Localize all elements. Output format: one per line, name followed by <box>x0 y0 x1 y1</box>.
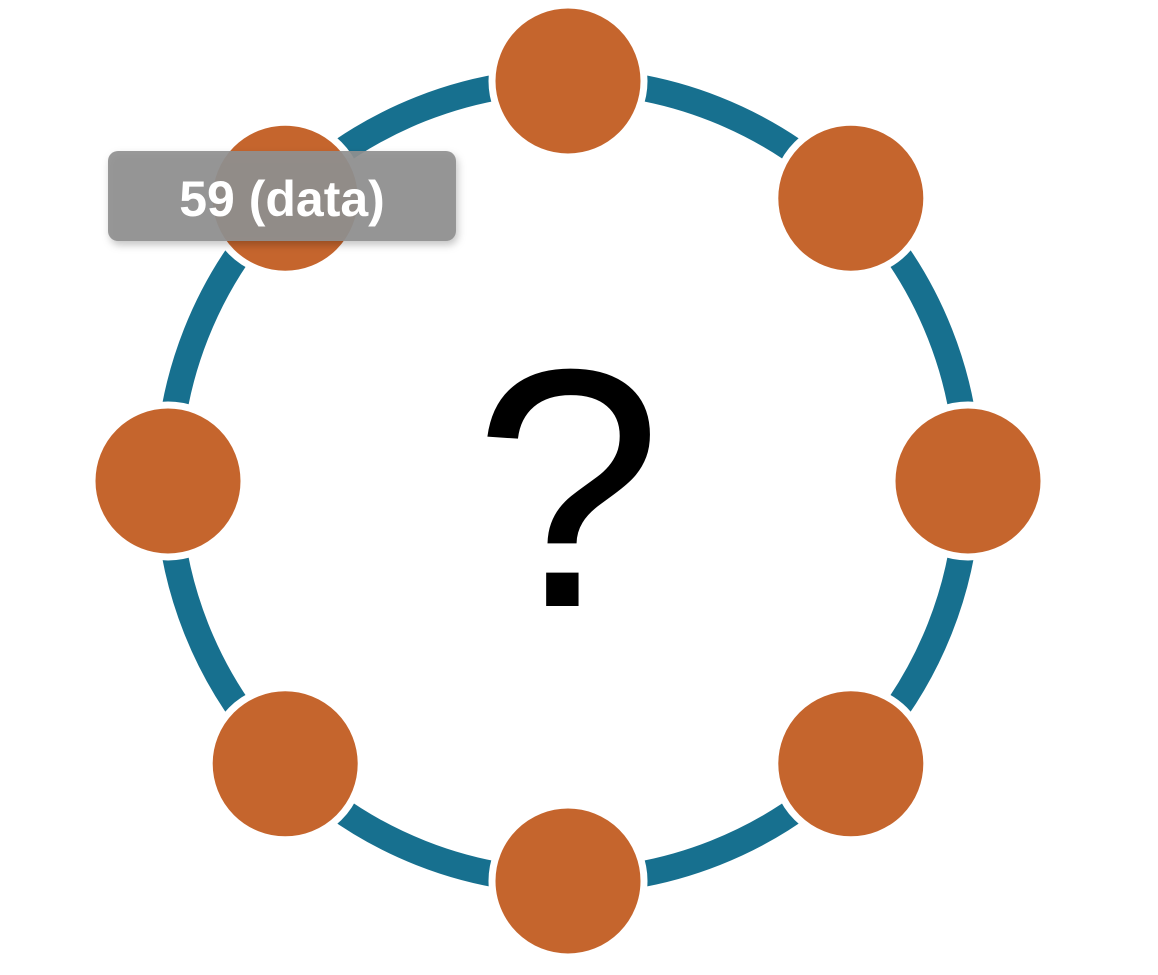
data-tooltip: 59 (data) <box>108 151 456 241</box>
ring-node <box>205 684 365 844</box>
ring-node <box>771 118 931 278</box>
tooltip-box <box>108 151 456 241</box>
tooltip-label: 59 (data) <box>179 171 385 227</box>
ring-node <box>771 684 931 844</box>
ring-node <box>88 401 248 561</box>
ring-node <box>488 1 648 161</box>
center-question-mark: ? <box>473 299 662 679</box>
ring-node <box>888 401 1048 561</box>
ring-node <box>488 801 648 961</box>
